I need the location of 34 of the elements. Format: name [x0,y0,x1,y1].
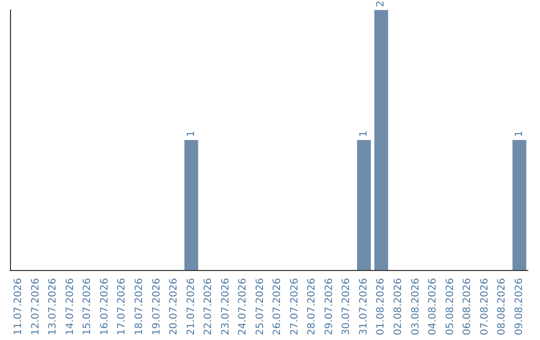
x-tick-label: 07.08.2026 [479,278,490,336]
data-label: 1 [358,130,370,137]
x-tick-label: 29.07.2026 [324,278,335,336]
x-tick-label: 05.08.2026 [444,278,456,336]
x-tick-label: 30.07.2026 [341,278,352,336]
data-label: 1 [186,130,197,137]
x-tick-label: 23.07.2026 [220,278,232,336]
x-tick-label: 26.07.2026 [272,278,284,336]
x-tick-label: 27.07.2026 [289,278,300,336]
x-tick-label: 28.07.2026 [306,278,318,336]
x-tick-label: 18.07.2026 [134,278,145,336]
x-tick-label: 09.08.2026 [514,278,525,336]
x-tick-label: 24.07.2026 [238,278,249,336]
x-tick-label: 14.07.2026 [64,278,76,336]
x-tick-label: 12.07.2026 [30,278,42,336]
x-tick-label: 16.07.2026 [99,278,110,336]
x-tick-label: 06.08.2026 [462,278,474,336]
x-tick-label: 20.07.2026 [168,278,180,336]
x-tick-label: 02.08.2026 [393,278,404,336]
x-tick-label: 13.07.2026 [48,278,59,336]
x-tick-label: 21.07.2026 [186,278,197,336]
x-tick-label: 04.08.2026 [428,278,439,336]
x-tick-label: 22.07.2026 [203,278,214,336]
x-tick-label: 25.07.2026 [254,278,266,336]
data-label: 1 [514,130,525,137]
x-tick-label: 03.08.2026 [410,278,422,336]
x-tick-label: 15.07.2026 [82,278,94,336]
x-tick-label: 19.07.2026 [151,278,162,336]
x-tick-label: 08.08.2026 [496,278,508,336]
x-tick-label: 11.07.2026 [13,278,24,336]
data-label: 2 [376,0,387,7]
x-tick-label: 31.07.2026 [358,278,370,336]
x-tick-label: 17.07.2026 [116,278,128,336]
x-tick-label: 01.08.2026 [376,278,387,336]
